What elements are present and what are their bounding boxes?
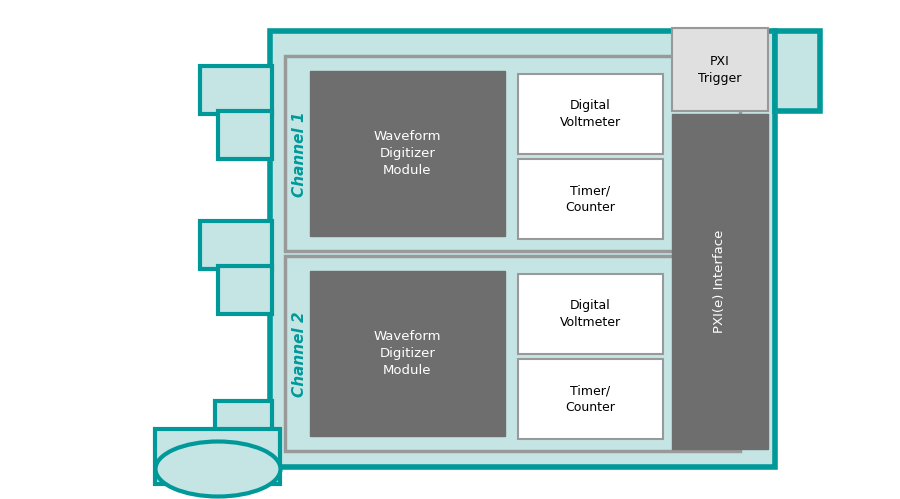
Text: Digital
Voltmeter: Digital Voltmeter <box>560 299 621 329</box>
Bar <box>518 159 663 239</box>
Ellipse shape <box>156 442 281 497</box>
Bar <box>518 274 663 354</box>
Bar <box>518 359 663 439</box>
Bar <box>155 429 280 484</box>
Bar <box>270 31 775 467</box>
Text: PXI
Trigger: PXI Trigger <box>698 54 742 84</box>
Text: PXI(e) Interface: PXI(e) Interface <box>714 230 726 333</box>
Bar <box>285 56 740 251</box>
Bar <box>518 74 663 154</box>
Text: Digital
Voltmeter: Digital Voltmeter <box>560 99 621 129</box>
Bar <box>285 256 740 451</box>
Bar <box>775 31 820 111</box>
Text: Waveform
Digitizer
Module: Waveform Digitizer Module <box>374 130 441 177</box>
Bar <box>218 111 272 159</box>
Bar <box>310 271 505 436</box>
Bar <box>200 221 272 269</box>
Bar <box>672 28 768 111</box>
Bar <box>218 266 272 314</box>
Text: Timer/
Counter: Timer/ Counter <box>565 184 616 214</box>
Bar <box>672 114 768 449</box>
Bar <box>200 66 272 114</box>
Text: Waveform
Digitizer
Module: Waveform Digitizer Module <box>374 330 441 377</box>
Text: Timer/
Counter: Timer/ Counter <box>565 384 616 414</box>
Bar <box>215 401 272 451</box>
Text: Channel 1: Channel 1 <box>292 111 308 197</box>
Text: Channel 2: Channel 2 <box>292 311 308 397</box>
Bar <box>310 71 505 236</box>
